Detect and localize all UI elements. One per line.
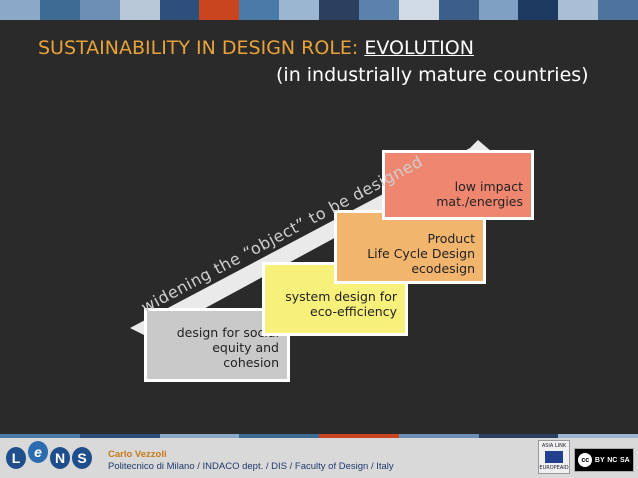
box-impact-line-2: mat./energies: [436, 194, 523, 209]
topbar-segment: [438, 0, 479, 20]
footer: [0, 434, 638, 478]
eu-flag-icon: [545, 451, 563, 463]
license-nc: NC: [607, 456, 618, 464]
title-prefix: SUSTAINABILITY IN DESIGN ROLE:: [38, 37, 365, 59]
topbar-segment: [398, 0, 439, 20]
license-by: BY: [594, 456, 605, 464]
topbar-segment: [358, 0, 399, 20]
topbar-segment: [279, 0, 319, 20]
logo-letter-l: L: [6, 447, 26, 469]
topbar-segment: [518, 0, 559, 20]
footer-strip-segment: [319, 434, 399, 438]
asia-link-caption: EUROPEAID: [539, 465, 569, 471]
footer-strip-segment: [159, 434, 240, 438]
box-social-line-1: design for social: [176, 325, 279, 340]
topbar-segment: [0, 0, 40, 20]
topbar-segment: [558, 0, 599, 20]
author-affiliation: Politecnico di Milano / INDACO dept. / D…: [108, 461, 394, 472]
logo-letter-n: N: [50, 447, 70, 469]
footer-strip-segment: [79, 434, 160, 438]
logo-letter-e: e: [28, 441, 48, 463]
cc-license-badge[interactable]: cc BY NC SA: [574, 448, 634, 472]
slide-title: SUSTAINABILITY IN DESIGN ROLE: EVOLUTION: [38, 37, 474, 59]
box-system-line-1: system design for: [285, 289, 397, 304]
topbar-segment: [319, 0, 359, 20]
topbar-segment: [199, 0, 240, 20]
topbar-segment: [159, 0, 200, 20]
footer-strip-segment: [478, 434, 559, 438]
license-sa: SA: [619, 456, 630, 464]
box-system-line-2: eco-efficiency: [310, 304, 397, 319]
box-lca-line-3: ecodesign: [411, 261, 475, 276]
topbar-segment: [239, 0, 280, 20]
box-life-cycle-design: Product Life Cycle Design ecodesign: [334, 210, 486, 284]
author-name: Carlo Vezzoli: [108, 449, 167, 460]
topbar-segment: [39, 0, 80, 20]
asia-link-logo: ASIA LINK EUROPEAID: [538, 440, 570, 474]
box-social-line-3: cohesion: [223, 355, 279, 370]
topbar-segment: [598, 0, 638, 20]
box-lca-line-2: Life Cycle Design: [367, 246, 475, 261]
footer-strip-segment: [0, 434, 80, 438]
footer-color-strip: [0, 434, 638, 438]
box-low-impact: low impact mat./energies: [382, 150, 534, 220]
box-lca-line-1: Product: [427, 231, 475, 246]
title-highlight: EVOLUTION: [364, 37, 474, 59]
lens-logo: L e N S: [6, 441, 92, 469]
top-color-bar: [0, 0, 638, 20]
footer-strip-segment: [558, 434, 638, 438]
box-social-line-2: equity and: [212, 340, 279, 355]
footer-strip-segment: [398, 434, 479, 438]
box-impact-line-1: low impact: [454, 179, 523, 194]
cc-icon: cc: [578, 453, 593, 467]
slide-subtitle: (in industrially mature countries): [276, 64, 589, 86]
topbar-segment: [478, 0, 519, 20]
topbar-segment: [79, 0, 120, 20]
logo-letter-s: S: [72, 447, 92, 469]
asia-link-title: ASIA LINK: [541, 443, 567, 449]
footer-strip-segment: [239, 434, 319, 438]
topbar-segment: [119, 0, 160, 20]
